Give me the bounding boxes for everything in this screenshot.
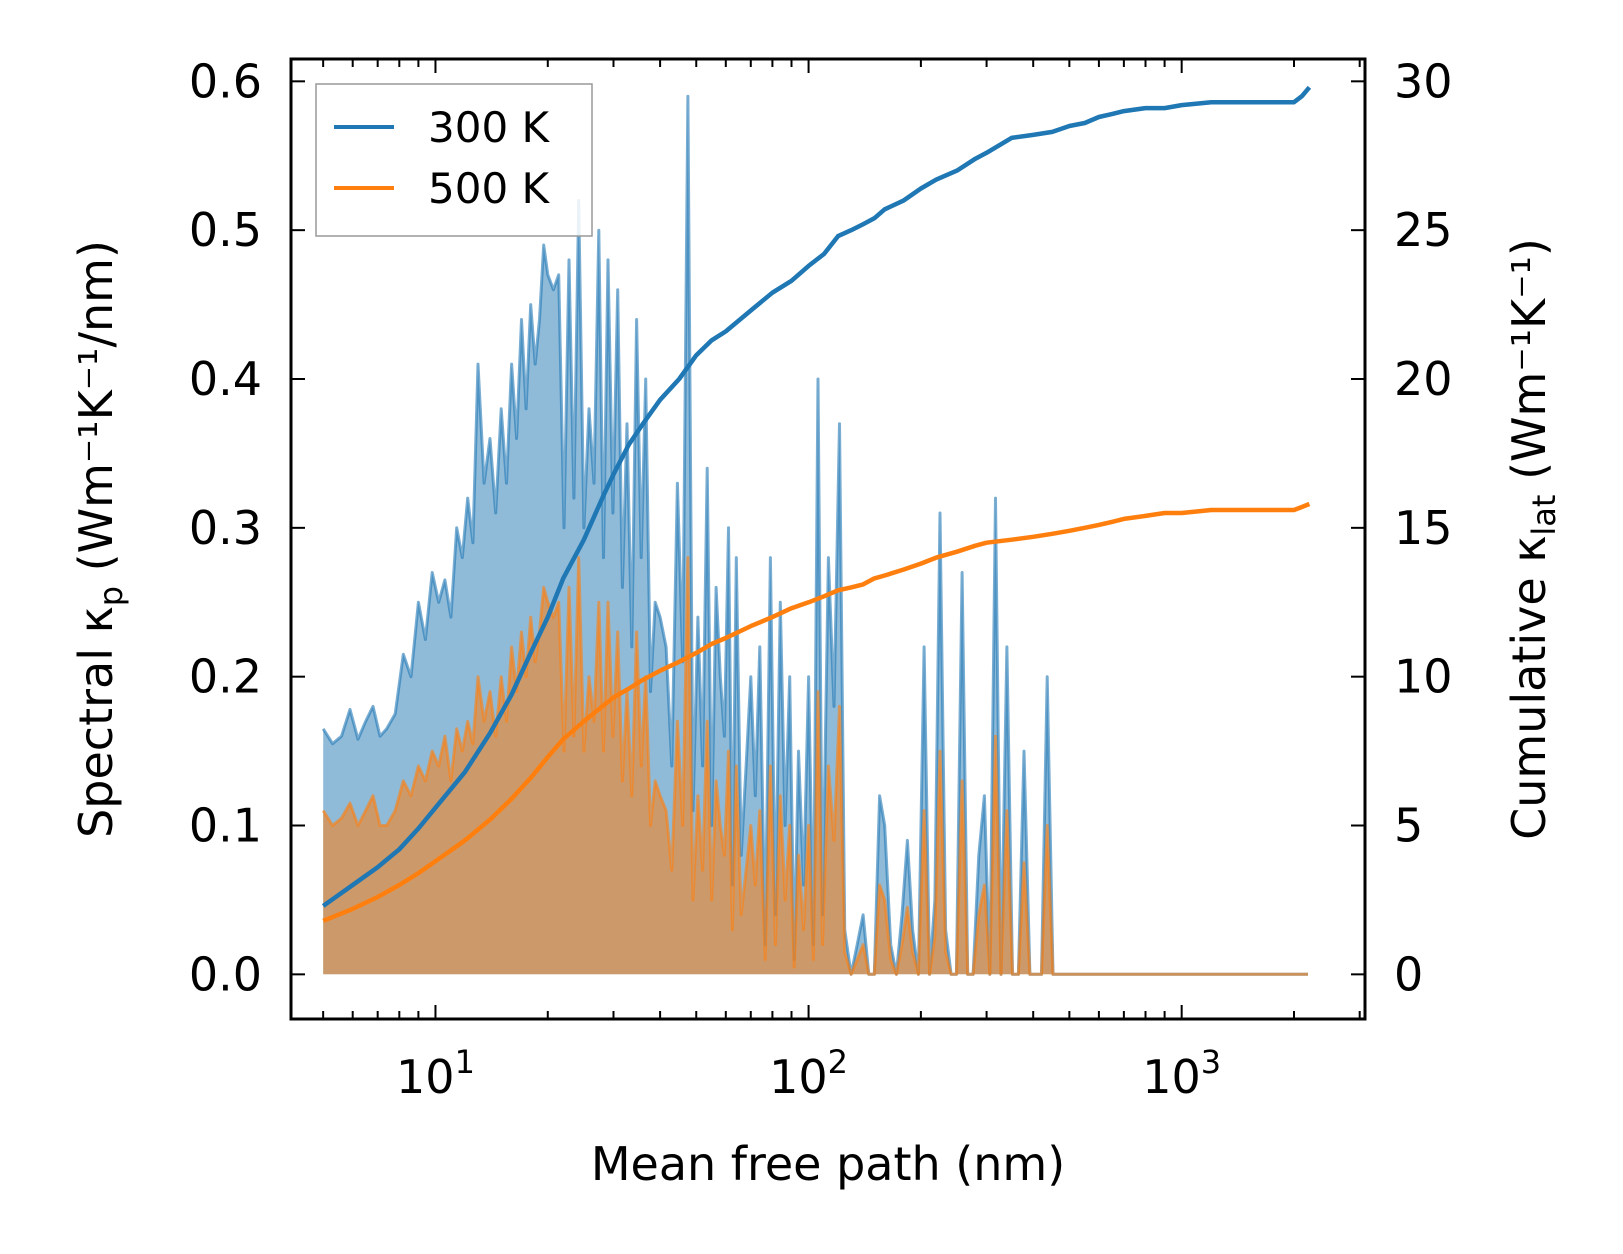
legend-label-500k: 500 K (428, 164, 551, 213)
x-tick-label-exponent: 2 (828, 1043, 848, 1081)
y-left-tick-label: 0.4 (189, 352, 262, 406)
y-left-tick-label: 0.1 (189, 799, 262, 853)
y-left-title-main: Spectral κ (69, 606, 123, 838)
y-left-tick-label: 0.0 (189, 947, 262, 1001)
y-right-tick-label: 30 (1394, 54, 1453, 108)
x-tick-label: 102 (769, 1043, 848, 1104)
x-tick-label: 101 (396, 1043, 475, 1104)
y-left-tick-label: 0.3 (189, 501, 262, 555)
cumulative-line-500k (322, 501, 1311, 923)
spectral-area-500k (323, 557, 1308, 975)
x-axis-title: Mean free path (nm) (591, 1137, 1065, 1191)
x-tick-label: 103 (1142, 1043, 1221, 1104)
plot-frame (289, 57, 1367, 1021)
y-left-tick-label: 0.2 (189, 650, 262, 704)
y-right-axis-title: Cumulative κlat (Wm⁻¹K⁻¹) (1502, 238, 1563, 840)
x-tick-label-base: 10 (396, 1050, 455, 1104)
legend-box (315, 83, 593, 237)
y-right-title-sub: lat (1525, 495, 1563, 536)
y-right-tick-label: 10 (1394, 650, 1453, 704)
cumulative-line-300k (321, 85, 1312, 908)
legend[interactable]: 300 K 500 K (315, 83, 593, 237)
y-right-tick-label: 0 (1394, 947, 1423, 1001)
y-right-tick-label: 5 (1394, 799, 1423, 853)
y-right-tick-label: 25 (1394, 203, 1453, 257)
y-right-title-unit: (Wm⁻¹K⁻¹) (1502, 238, 1556, 494)
y-left-title-unit: (Wm⁻¹K⁻¹/nm) (69, 240, 123, 586)
ticks-layer: 101 102 1030.00.10.20.30.40.50.60510152025… (189, 54, 1453, 1104)
legend-label-300k: 300 K (428, 103, 551, 152)
y-right-tick-label: 15 (1394, 501, 1453, 555)
y-left-axis-title: Spectral κp (Wm⁻¹K⁻¹/nm) (69, 240, 130, 838)
x-tick-label-base: 10 (1142, 1050, 1201, 1104)
series-layer (321, 85, 1312, 976)
x-tick-label-base: 10 (769, 1050, 828, 1104)
x-tick-label-exponent: 3 (1201, 1043, 1221, 1081)
y-left-tick-label: 0.6 (189, 54, 262, 108)
y-right-title-main: Cumulative κ (1502, 536, 1556, 840)
spectral-line-500k (321, 556, 1308, 976)
y-right-tick-label: 20 (1394, 352, 1453, 406)
y-left-title-sub: p (92, 586, 130, 606)
y-left-tick-label: 0.5 (189, 203, 262, 257)
x-tick-label-exponent: 1 (455, 1043, 475, 1081)
